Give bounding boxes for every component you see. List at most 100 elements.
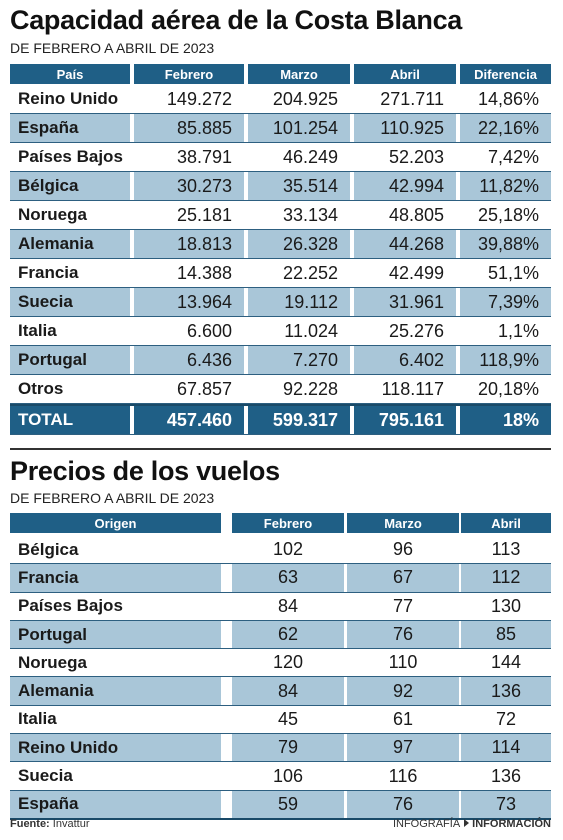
cell-value: 6.600 bbox=[186, 320, 232, 341]
price-value: 62 bbox=[232, 620, 344, 649]
price-value: 102 bbox=[272, 539, 304, 560]
total-value: 457.460 bbox=[134, 406, 244, 434]
column-header: Origen bbox=[10, 513, 221, 533]
arrow-right-icon bbox=[464, 819, 470, 827]
cell-value: 25,18% bbox=[477, 204, 539, 225]
price-value: 120 bbox=[272, 652, 304, 673]
table-row: Alemania 18.813 26.328 44.268 39,88% bbox=[10, 230, 551, 259]
cell-value: 19.112 bbox=[248, 288, 350, 316]
country-name: Noruega bbox=[18, 205, 87, 224]
table-row: Portugal 6.436 7.270 6.402 118,9% bbox=[10, 346, 551, 375]
brand-credit: INFOGRAFÍA INFORMACIÓN bbox=[393, 818, 551, 830]
column-header: Febrero bbox=[134, 64, 244, 84]
table-row: Países Bajos 84 77 130 bbox=[10, 593, 551, 621]
cell-value: 101.254 bbox=[248, 114, 350, 142]
table1-subtitle: DE FEBRERO A ABRIL DE 2023 bbox=[10, 40, 215, 56]
cell-value: 118,9% bbox=[460, 346, 551, 374]
cell-value: 13.964 bbox=[134, 288, 244, 316]
total-value: 18% bbox=[460, 406, 551, 434]
country-name: Suecia bbox=[10, 288, 130, 316]
country-name: Bélgica bbox=[10, 172, 130, 200]
price-value: 76 bbox=[347, 620, 459, 649]
table-row: Noruega 120 110 144 bbox=[10, 649, 551, 678]
cell-value: 35.514 bbox=[248, 172, 350, 200]
price-value: 116 bbox=[388, 765, 418, 786]
table2-title: Precios de los vuelos bbox=[10, 456, 280, 486]
cell-value: 25.276 bbox=[388, 320, 444, 341]
country-name: España bbox=[10, 114, 130, 142]
price-value: 67 bbox=[347, 564, 459, 592]
price-value: 59 bbox=[232, 790, 344, 818]
price-value: 92 bbox=[347, 677, 459, 705]
cell-value: 51,1% bbox=[487, 262, 539, 283]
cell-value: 38.791 bbox=[176, 146, 232, 167]
cell-value: 22,16% bbox=[460, 114, 551, 142]
price-value: 130 bbox=[490, 595, 522, 616]
column-header: Diferencia bbox=[460, 64, 551, 84]
price-value: 136 bbox=[490, 765, 522, 786]
table-row: Países Bajos 38.791 46.249 52.203 7,42% bbox=[10, 143, 551, 172]
table-row: Reino Unido 149.272 204.925 271.711 14,86% bbox=[10, 85, 551, 114]
country-name: Portugal bbox=[10, 346, 130, 374]
cell-value: 48.805 bbox=[388, 204, 444, 225]
price-value: 85 bbox=[461, 620, 551, 649]
cell-value: 85.885 bbox=[134, 114, 244, 142]
cell-value: 6.402 bbox=[354, 346, 456, 374]
origin-name: España bbox=[10, 790, 221, 818]
country-name: Alemania bbox=[10, 230, 130, 258]
total-value: 795.161 bbox=[354, 406, 456, 434]
price-value: 76 bbox=[347, 790, 459, 818]
total-value: 599.317 bbox=[248, 406, 350, 434]
price-value: 73 bbox=[461, 790, 551, 818]
price-value: 84 bbox=[232, 677, 344, 705]
source-value: Invattur bbox=[52, 818, 90, 830]
cell-value: 92.228 bbox=[282, 378, 338, 399]
cell-value: 6.436 bbox=[134, 346, 244, 374]
source-note: Fuente: Invattur bbox=[10, 818, 89, 830]
cell-value: 18.813 bbox=[134, 230, 244, 258]
origin-name: Países Bajos bbox=[18, 596, 123, 616]
table-row: Noruega 25.181 33.134 48.805 25,18% bbox=[10, 201, 551, 230]
table-row: Italia 45 61 72 bbox=[10, 706, 551, 735]
cell-value: 14.388 bbox=[176, 262, 232, 283]
origin-name: Noruega bbox=[18, 652, 87, 672]
cell-value: 7.270 bbox=[248, 346, 350, 374]
cell-value: 33.134 bbox=[282, 204, 338, 225]
column-header: Febrero bbox=[232, 513, 344, 533]
table-header: Origen Febrero Marzo Abril bbox=[10, 513, 551, 533]
origin-name: Bélgica bbox=[18, 539, 79, 559]
price-value: 61 bbox=[392, 708, 414, 729]
origin-name: Portugal bbox=[10, 620, 221, 649]
column-header: País bbox=[10, 64, 130, 84]
price-value: 97 bbox=[347, 734, 459, 762]
origin-name: Suecia bbox=[18, 766, 73, 786]
table-row: Otros 67.857 92.228 118.117 20,18% bbox=[10, 375, 551, 404]
table-row: Suecia 106 116 136 bbox=[10, 762, 551, 791]
price-value: 84 bbox=[277, 595, 299, 616]
price-value: 113 bbox=[491, 539, 521, 560]
price-value: 72 bbox=[495, 708, 517, 729]
country-name: Países Bajos bbox=[18, 147, 123, 166]
cell-value: 271.711 bbox=[380, 88, 444, 109]
total-label: TOTAL bbox=[10, 406, 130, 434]
country-name: Italia bbox=[18, 321, 57, 340]
cell-value: 11.024 bbox=[284, 320, 338, 341]
prices-table: Origen Febrero Marzo Abril Bélgica 102 96 113 Fr… bbox=[10, 513, 551, 820]
price-value: 112 bbox=[461, 564, 551, 592]
price-value: 45 bbox=[277, 708, 299, 729]
cell-value: 22.252 bbox=[282, 262, 338, 283]
cell-value: 42.499 bbox=[388, 262, 444, 283]
cell-value: 14,86% bbox=[477, 88, 539, 109]
table-row: Suecia 13.964 19.112 31.961 7,39% bbox=[10, 288, 551, 317]
cell-value: 39,88% bbox=[460, 230, 551, 258]
column-header: Marzo bbox=[248, 64, 350, 84]
cell-value: 7,42% bbox=[487, 146, 539, 167]
brand-left: INFOGRAFÍA bbox=[392, 818, 461, 830]
origin-name: Reino Unido bbox=[10, 734, 221, 762]
table1-title: Capacidad aérea de la Costa Blanca bbox=[10, 5, 463, 35]
cell-value: 7,39% bbox=[460, 288, 551, 316]
table-row: Francia 14.388 22.252 42.499 51,1% bbox=[10, 259, 551, 288]
table-row: Francia 63 67 112 bbox=[10, 564, 551, 593]
cell-value: 46.249 bbox=[282, 146, 338, 167]
cell-value: 31.961 bbox=[354, 288, 456, 316]
